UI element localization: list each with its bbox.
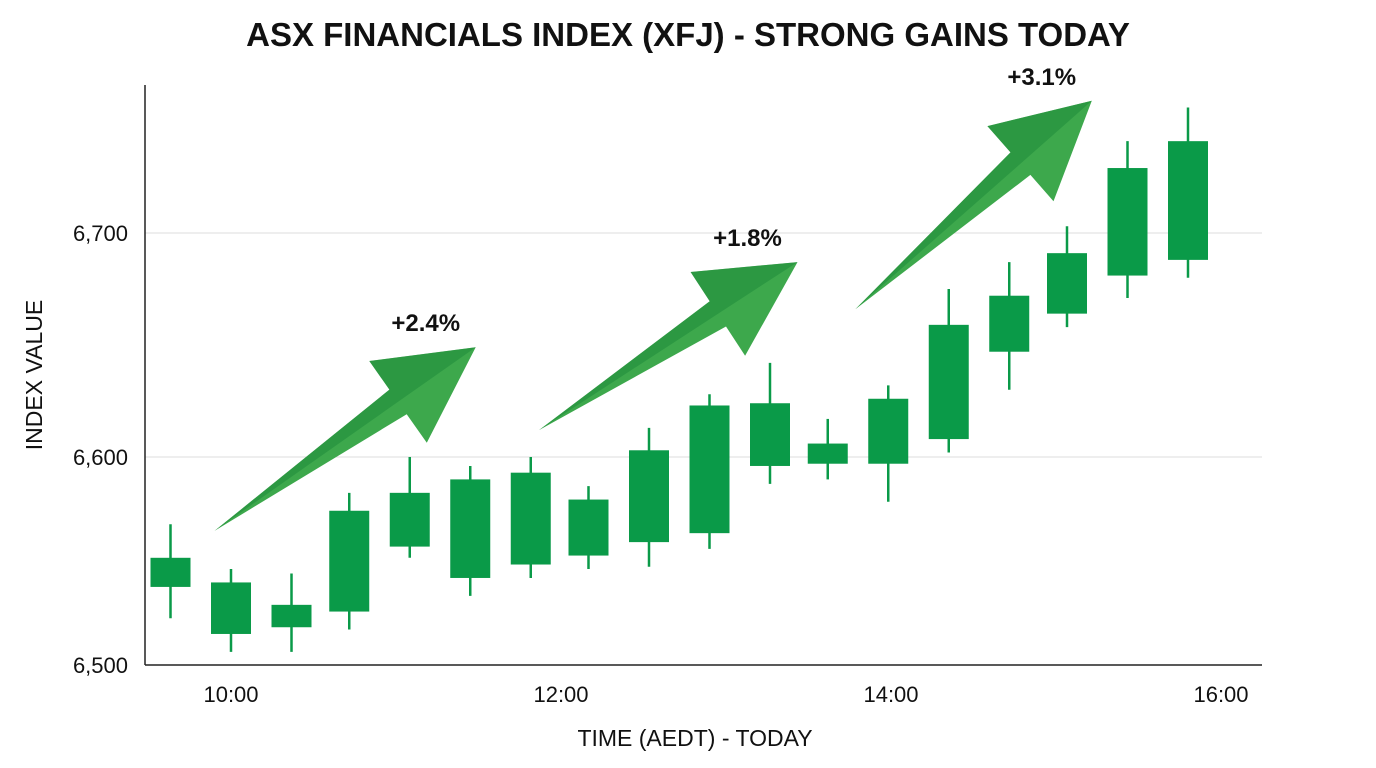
- annotation-label: +2.4%: [391, 310, 460, 337]
- candle: [450, 465, 491, 596]
- candle: [150, 524, 191, 619]
- candle: [629, 427, 669, 567]
- candle: [389, 457, 430, 558]
- candle-body: [271, 604, 312, 628]
- arrow-shade: [539, 262, 798, 431]
- candle-body: [989, 295, 1030, 352]
- y-axis-label: INDEX VALUE: [21, 300, 47, 450]
- trend-arrow: +2.4%: [214, 310, 476, 531]
- candle-body: [568, 499, 609, 556]
- candle-body: [689, 405, 730, 534]
- arrow-shade: [214, 347, 476, 531]
- candle-body: [211, 582, 251, 634]
- candle: [807, 418, 848, 480]
- candle: [1107, 141, 1148, 298]
- trend-arrow: +1.8%: [539, 225, 798, 431]
- chart-title: ASX FINANCIALS INDEX (XFJ) - STRONG GAIN…: [246, 16, 1130, 53]
- candle-body: [750, 403, 790, 466]
- candle: [510, 457, 551, 578]
- candle-body: [389, 492, 430, 547]
- candle-body: [329, 510, 370, 612]
- candle: [750, 362, 790, 484]
- x-tick-label: 10:00: [203, 682, 258, 707]
- y-tick-label: 6,700: [73, 221, 128, 246]
- candle-body: [1168, 141, 1208, 260]
- annotation-label: +3.1%: [1007, 64, 1076, 91]
- arrow-shade: [855, 100, 1092, 310]
- candle-body: [450, 479, 491, 578]
- candle: [329, 492, 370, 630]
- x-tick-label: 16:00: [1193, 682, 1248, 707]
- candle-body: [150, 557, 191, 587]
- candle: [1168, 107, 1208, 278]
- candle: [1047, 226, 1087, 328]
- x-tick-label: 14:00: [863, 682, 918, 707]
- candle: [271, 573, 312, 652]
- y-tick-label: 6,500: [73, 653, 128, 678]
- candle-body: [868, 398, 909, 464]
- x-axis-label: TIME (AEDT) - TODAY: [577, 725, 812, 751]
- candle: [568, 486, 609, 569]
- candle-body: [510, 472, 551, 565]
- candle-body: [928, 324, 969, 440]
- y-tick-label: 6,600: [73, 445, 128, 470]
- candle: [989, 262, 1030, 390]
- candle-body: [629, 450, 669, 543]
- candle-body: [807, 443, 848, 464]
- trend-arrow: +3.1%: [855, 64, 1092, 310]
- candle: [868, 385, 909, 502]
- candle: [689, 394, 730, 549]
- candle: [928, 289, 969, 453]
- candle-body: [1107, 168, 1148, 276]
- candle-body: [1047, 253, 1087, 314]
- candle: [211, 569, 251, 652]
- x-tick-label: 12:00: [533, 682, 588, 707]
- annotation-label: +1.8%: [713, 225, 782, 252]
